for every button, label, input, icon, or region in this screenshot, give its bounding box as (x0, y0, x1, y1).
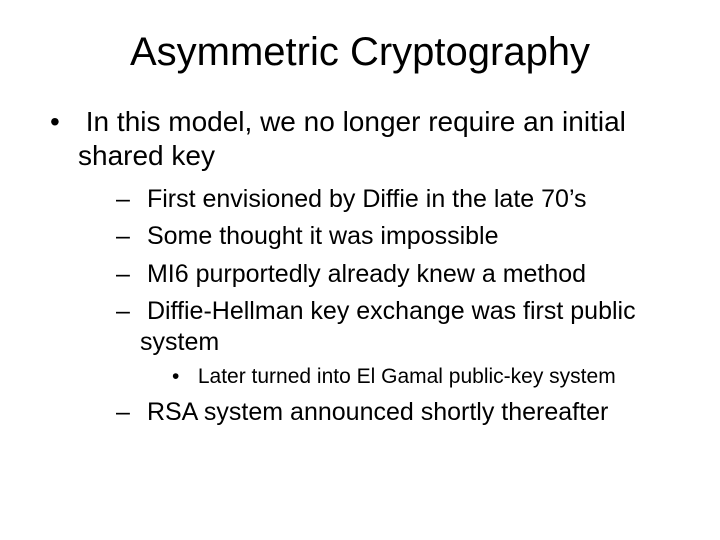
bullet-text: Diffie-Hellman key exchange was first pu… (140, 297, 636, 356)
list-item: Later turned into El Gamal public-key sy… (172, 364, 680, 390)
bullet-text: Later turned into El Gamal public-key sy… (198, 365, 616, 388)
list-item: First envisioned by Diffie in the late 7… (116, 184, 680, 215)
bullet-text: First envisioned by Diffie in the late 7… (147, 185, 587, 213)
slide-title: Asymmetric Cryptography (40, 30, 680, 75)
list-item: Diffie-Hellman key exchange was first pu… (116, 296, 680, 391)
bullet-list-level1: In this model, we no longer require an i… (50, 105, 680, 428)
list-item: RSA system announced shortly thereafter (116, 397, 680, 428)
list-item: Some thought it was impossible (116, 221, 680, 252)
bullet-text: MI6 purportedly already knew a method (147, 260, 586, 288)
bullet-text: RSA system announced shortly thereafter (147, 398, 608, 426)
bullet-text: Some thought it was impossible (147, 222, 499, 250)
slide: Asymmetric Cryptography In this model, w… (0, 0, 720, 540)
list-item: MI6 purportedly already knew a method (116, 259, 680, 290)
list-item: In this model, we no longer require an i… (50, 105, 680, 428)
bullet-list-level3: Later turned into El Gamal public-key sy… (172, 364, 680, 390)
bullet-text: In this model, we no longer require an i… (78, 106, 626, 171)
bullet-list-level2: First envisioned by Diffie in the late 7… (116, 184, 680, 428)
